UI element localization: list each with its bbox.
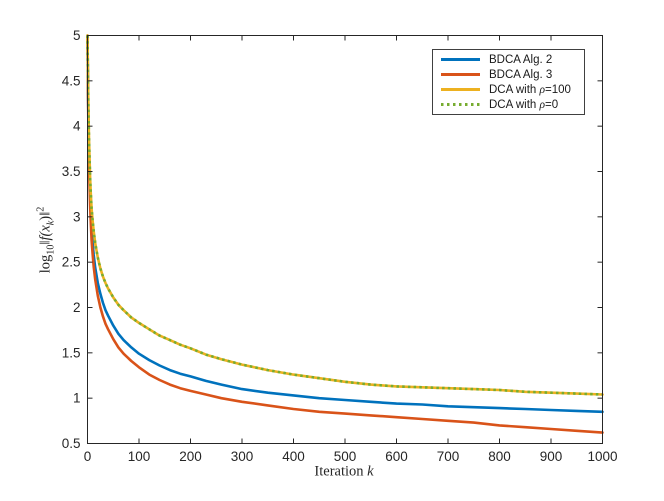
legend: BDCA Alg. 2 BDCA Alg. 3 DCA with ρ=100 D… [432, 49, 585, 115]
y-axis-label: log10‖f(xk)‖2 [36, 207, 57, 274]
ylabel-bar-close: ‖ [37, 211, 54, 216]
x-tick-label: 100 [128, 449, 151, 464]
y-tick-label: 2.5 [62, 255, 81, 270]
x-tick-label: 800 [488, 449, 511, 464]
legend-item-bdca-alg-3: BDCA Alg. 3 [433, 67, 584, 82]
y-tick-label: 5 [73, 28, 81, 43]
legend-line-sample-yellow [441, 88, 480, 91]
xlabel-text: Iteration [314, 463, 364, 480]
xlabel-var: k [367, 463, 374, 480]
y-tick-label: 3.5 [62, 164, 81, 179]
x-tick-label: 500 [334, 449, 357, 464]
x-tick-label: 900 [540, 449, 563, 464]
y-tick-label: 1 [73, 391, 81, 406]
y-tick-label: 4.5 [62, 73, 81, 88]
series-line-1 [86, 34, 604, 434]
ylabel-base: 10 [45, 244, 57, 255]
legend-label: BDCA Alg. 3 [489, 68, 553, 81]
legend-line-sample-orange [441, 73, 480, 76]
legend-line-sample-blue [441, 58, 480, 61]
x-tick-label: 200 [179, 449, 202, 464]
ylabel-fx: f(x [37, 225, 54, 241]
legend-item-bdca-alg-2: BDCA Alg. 2 [433, 52, 584, 67]
legend-line-sample-green-dotted [441, 103, 480, 106]
ylabel-exponent: 2 [35, 206, 47, 212]
ylabel-log: log [37, 254, 54, 274]
x-tick-label: 600 [385, 449, 408, 464]
ylabel-ksub: k [45, 220, 57, 226]
y-tick-label: 1.5 [62, 345, 81, 360]
legend-label: BDCA Alg. 2 [489, 53, 553, 66]
legend-label: DCA with ρ=0 [489, 98, 559, 111]
y-tick-label: 2 [73, 300, 81, 315]
x-axis-label: Iteration k [314, 464, 373, 481]
x-tick-label: 1000 [587, 449, 617, 464]
x-tick-label: 300 [231, 449, 254, 464]
ylabel-bar-open: ‖ [37, 240, 54, 245]
series-line-3 [86, 35, 603, 396]
y-tick-label: 0.5 [62, 436, 81, 451]
ylabel-close-paren: ) [37, 215, 54, 221]
x-tick-label: 700 [437, 449, 460, 464]
legend-item-dca-rho-0: DCA with ρ=0 [433, 97, 584, 112]
y-tick-label: 3 [73, 209, 81, 224]
y-tick-label: 4 [73, 119, 81, 134]
x-tick-label: 0 [84, 449, 92, 464]
legend-label: DCA with ρ=100 [489, 83, 571, 96]
x-tick-label: 400 [282, 449, 305, 464]
legend-item-dca-rho-100: DCA with ρ=100 [433, 82, 584, 97]
